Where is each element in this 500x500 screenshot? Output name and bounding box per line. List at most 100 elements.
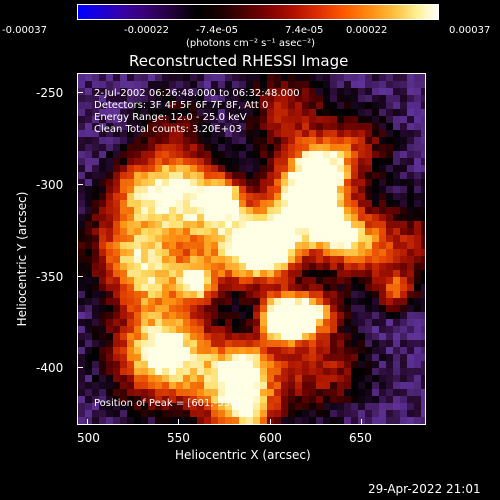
heatmap-cell — [288, 102, 295, 109]
heatmap-cell — [372, 410, 379, 417]
heatmap-cell — [85, 102, 92, 109]
heatmap-cell — [281, 235, 288, 242]
heatmap-cell — [190, 410, 197, 417]
heatmap-cell — [400, 165, 407, 172]
heatmap-cell — [323, 382, 330, 389]
heatmap-cell — [302, 340, 309, 347]
heatmap-cell — [295, 305, 302, 312]
heatmap-cell — [148, 291, 155, 298]
heatmap-cell — [421, 333, 425, 340]
heatmap-cell — [386, 186, 393, 193]
heatmap-cell — [386, 151, 393, 158]
heatmap-cell — [414, 95, 421, 102]
heatmap-cell — [232, 354, 239, 361]
heatmap-cell — [99, 74, 106, 81]
heatmap-cell — [204, 361, 211, 368]
heatmap-cell — [239, 193, 246, 200]
heatmap-cell — [267, 277, 274, 284]
heatmap-cell — [323, 242, 330, 249]
heatmap-cell — [274, 151, 281, 158]
heatmap-cell — [127, 333, 134, 340]
heatmap-cell — [183, 417, 190, 424]
heatmap-cell — [414, 74, 421, 81]
heatmap-cell — [113, 200, 120, 207]
heatmap-cell — [267, 179, 274, 186]
heatmap-cell — [309, 123, 316, 130]
heatmap-cell — [316, 242, 323, 249]
heatmap-cell — [330, 144, 337, 151]
heatmap-cell — [113, 354, 120, 361]
heatmap-cell — [260, 116, 267, 123]
heatmap-cell — [176, 207, 183, 214]
heatmap-cell — [407, 298, 414, 305]
heatmap-cell — [120, 95, 127, 102]
heatmap-cell — [281, 284, 288, 291]
heatmap-cell — [281, 207, 288, 214]
heatmap-cell — [211, 256, 218, 263]
heatmap-cell — [386, 347, 393, 354]
heatmap-cell — [309, 291, 316, 298]
heatmap-cell — [78, 403, 85, 410]
heatmap-cell — [393, 95, 400, 102]
heatmap-cell — [288, 312, 295, 319]
heatmap-cell — [400, 270, 407, 277]
heatmap-cell — [85, 333, 92, 340]
heatmap-cell — [393, 88, 400, 95]
colorbar-tick-1: -0.00037 — [2, 25, 47, 36]
heatmap-cell — [267, 193, 274, 200]
heatmap-cell — [113, 109, 120, 116]
heatmap-cell — [365, 193, 372, 200]
heatmap-cell — [218, 186, 225, 193]
heatmap-cell — [288, 193, 295, 200]
heatmap-cell — [330, 326, 337, 333]
heatmap-cell — [309, 193, 316, 200]
heatmap-cell — [141, 319, 148, 326]
heatmap-cell — [176, 284, 183, 291]
heatmap-cell — [134, 207, 141, 214]
heatmap-cell — [295, 256, 302, 263]
heatmap-cell — [232, 249, 239, 256]
heatmap-cell — [414, 172, 421, 179]
heatmap-cell — [323, 221, 330, 228]
heatmap-cell — [302, 249, 309, 256]
heatmap-cell — [323, 256, 330, 263]
heatmap-cell — [78, 186, 85, 193]
heatmap-cell — [92, 81, 99, 88]
heatmap-cell — [407, 228, 414, 235]
heatmap-cell — [106, 396, 113, 403]
heatmap-cell — [92, 403, 99, 410]
heatmap-cell — [246, 298, 253, 305]
heatmap-cell — [372, 284, 379, 291]
heatmap-cell — [386, 81, 393, 88]
heatmap-cell — [204, 151, 211, 158]
heatmap-cell — [218, 200, 225, 207]
heatmap-cell — [197, 312, 204, 319]
heatmap-cell — [365, 116, 372, 123]
heatmap-cell — [274, 382, 281, 389]
heatmap-cell — [316, 403, 323, 410]
heatmap-cell — [85, 403, 92, 410]
heatmap-cell — [379, 165, 386, 172]
heatmap-cell — [358, 214, 365, 221]
heatmap-cell — [141, 151, 148, 158]
heatmap-cell — [337, 333, 344, 340]
heatmap-cell — [141, 172, 148, 179]
heatmap-cell — [260, 186, 267, 193]
heatmap-cell — [99, 263, 106, 270]
heatmap-cell — [267, 95, 274, 102]
heatmap-cell — [407, 109, 414, 116]
heatmap-cell — [127, 130, 134, 137]
heatmap-cell — [239, 95, 246, 102]
heatmap-cell — [218, 228, 225, 235]
heatmap-cell — [393, 298, 400, 305]
heatmap-cell — [281, 305, 288, 312]
heatmap-cell — [218, 172, 225, 179]
heatmap-cell — [309, 116, 316, 123]
heatmap-cell — [372, 326, 379, 333]
heatmap-cell — [85, 368, 92, 375]
heatmap-cell — [183, 361, 190, 368]
heatmap-cell — [176, 361, 183, 368]
heatmap-cell — [246, 151, 253, 158]
heatmap-cell — [330, 81, 337, 88]
heatmap-cell — [134, 214, 141, 221]
